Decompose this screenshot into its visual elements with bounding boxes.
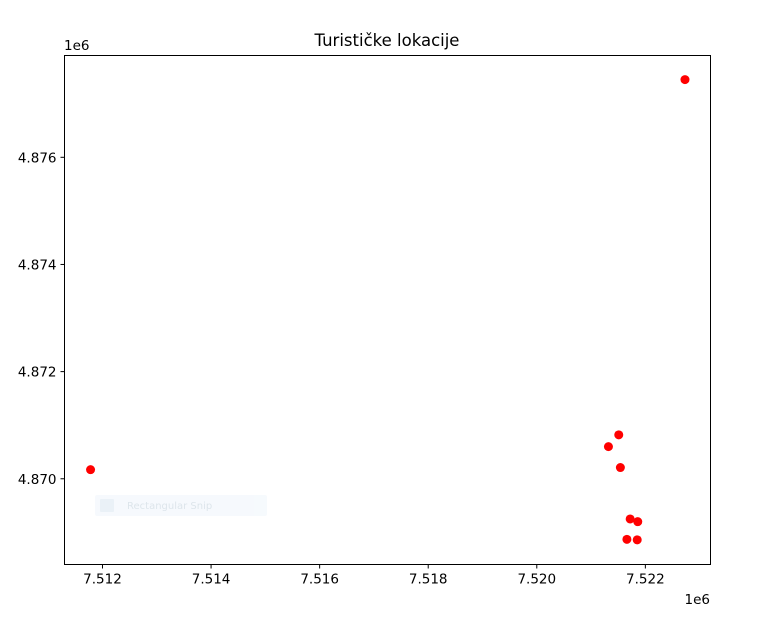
scatter-point	[680, 75, 690, 85]
scatter-point	[615, 463, 625, 473]
y-tick-label: 4.870	[18, 472, 57, 488]
chart-title: Turističke lokacije	[314, 31, 460, 50]
snip-icon	[100, 499, 114, 512]
plot-area	[64, 55, 711, 565]
snip-toolbar[interactable]	[95, 495, 267, 516]
x-tick-label: 7.520	[517, 572, 556, 588]
scatter-point	[632, 535, 642, 545]
snip-label: Rectangular Snip	[127, 501, 212, 512]
rectangular-snip-overlay[interactable]: Rectangular Snip	[95, 495, 267, 516]
scatter-point	[633, 517, 643, 527]
scatter-point	[614, 430, 624, 440]
y-axis-ticks: 4.870 4.872 4.874 4.876	[18, 150, 65, 488]
x-offset-label: 1e6	[685, 592, 710, 608]
x-tick-label: 7.522	[626, 572, 665, 588]
x-tick-label: 7.518	[409, 572, 448, 588]
y-tick-label: 4.874	[18, 257, 57, 273]
y-tick-label: 4.872	[18, 365, 57, 381]
x-tick-label: 7.516	[300, 572, 339, 588]
y-tick-label: 4.876	[18, 150, 57, 166]
scatter-points	[86, 75, 690, 545]
scatter-point	[625, 514, 635, 524]
scatter-point	[622, 534, 632, 544]
scatter-point	[86, 465, 96, 475]
x-tick-label: 7.514	[192, 572, 231, 588]
scatter-point	[603, 442, 613, 452]
y-offset-label: 1e6	[64, 38, 89, 54]
axes-frame	[64, 55, 711, 565]
x-axis-ticks: 7.512 7.514 7.516 7.518 7.520 7.522	[83, 564, 665, 588]
x-tick-label: 7.512	[83, 572, 122, 588]
